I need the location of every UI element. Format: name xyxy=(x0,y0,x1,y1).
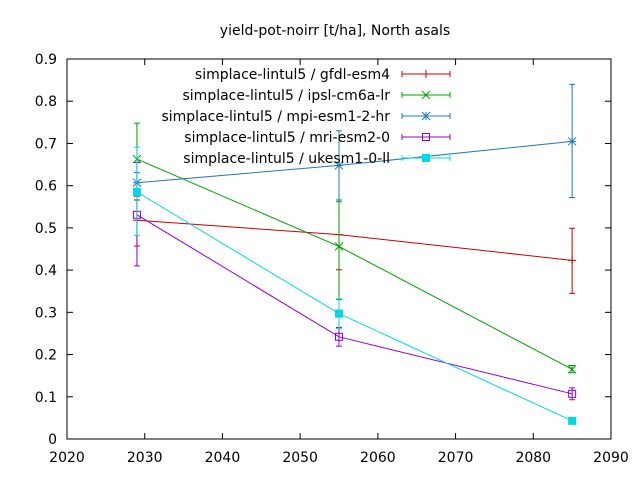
series-3 xyxy=(132,83,577,203)
error-bar xyxy=(336,199,342,301)
legend-marker xyxy=(422,154,430,162)
data-point xyxy=(567,364,577,374)
x-tick-label: 2070 xyxy=(438,450,474,466)
legend-marker xyxy=(422,70,430,78)
x-tick-label: 2080 xyxy=(515,450,551,466)
legend-marker xyxy=(421,90,431,100)
legend-entry-4: simplace-lintul5 / mri-esm2-0 xyxy=(184,130,451,146)
data-point xyxy=(568,389,577,398)
legend-label: simplace-lintul5 / mpi-esm1-2-hr xyxy=(161,109,390,125)
y-tick-label: 0.4 xyxy=(35,263,57,279)
data-point xyxy=(335,332,343,341)
y-tick-label: 0.9 xyxy=(35,52,57,68)
series-line xyxy=(136,191,573,422)
y-tick-label: 0.7 xyxy=(35,136,57,152)
legend: simplace-lintul5 / gfdl-esm4 simplace-lin… xyxy=(161,67,451,167)
x-tick-label: 2050 xyxy=(282,450,318,466)
plot-area xyxy=(132,83,577,425)
data-point xyxy=(568,256,577,265)
legend-label: simplace-lintul5 / mri-esm2-0 xyxy=(184,130,390,146)
legend-entry-3: simplace-lintul5 / mpi-esm1-2-hr xyxy=(161,109,451,125)
plot-frame xyxy=(66,58,612,440)
legend-marker xyxy=(421,111,431,121)
legend-line xyxy=(401,134,451,140)
y-tick-label: 0.8 xyxy=(35,94,57,110)
legend-label: simplace-lintul5 / ukesm1-0-ll xyxy=(183,151,390,167)
data-point xyxy=(567,136,577,146)
legend-label: simplace-lintul5 / ipsl-cm6a-lr xyxy=(183,88,391,104)
data-point xyxy=(335,309,343,318)
chart-title: yield-pot-noirr [t/ha], North asals xyxy=(220,23,450,39)
series-line xyxy=(136,214,573,395)
legend-label: simplace-lintul5 / gfdl-esm4 xyxy=(195,67,390,83)
series-1 xyxy=(132,199,577,294)
legend-entry-5: simplace-lintul5 / ukesm1-0-ll xyxy=(183,151,451,167)
legend-entry-2: simplace-lintul5 / ipsl-cm6a-lr xyxy=(183,88,451,104)
data-point xyxy=(568,416,577,425)
data-point xyxy=(334,242,344,251)
x-tick-label: 2060 xyxy=(360,450,396,466)
y-tick-label: 0.1 xyxy=(35,390,57,406)
x-tick-label: 2040 xyxy=(205,450,241,466)
y-tick-label: 0.6 xyxy=(35,179,57,195)
x-tick-label: 2030 xyxy=(127,450,163,466)
data-point xyxy=(132,188,141,196)
series-line xyxy=(136,158,573,370)
axes: 2020 2030 2040 2050 2060 2070 2080 2090 0 0.1 0.2 0… xyxy=(35,52,629,466)
y-tick-label: 0 xyxy=(48,432,57,448)
x-tick-label: 2020 xyxy=(49,450,85,466)
series-4 xyxy=(132,161,577,401)
data-point xyxy=(334,161,344,170)
y-tick-label: 0.3 xyxy=(35,305,57,321)
y-tick-label: 0.5 xyxy=(35,221,57,237)
series-5 xyxy=(132,146,577,425)
legend-entry-1: simplace-lintul5 / gfdl-esm4 xyxy=(195,67,451,83)
x-tick-label: 2090 xyxy=(593,450,629,466)
legend-marker xyxy=(422,133,430,141)
y-tick-label: 0.2 xyxy=(35,348,57,364)
